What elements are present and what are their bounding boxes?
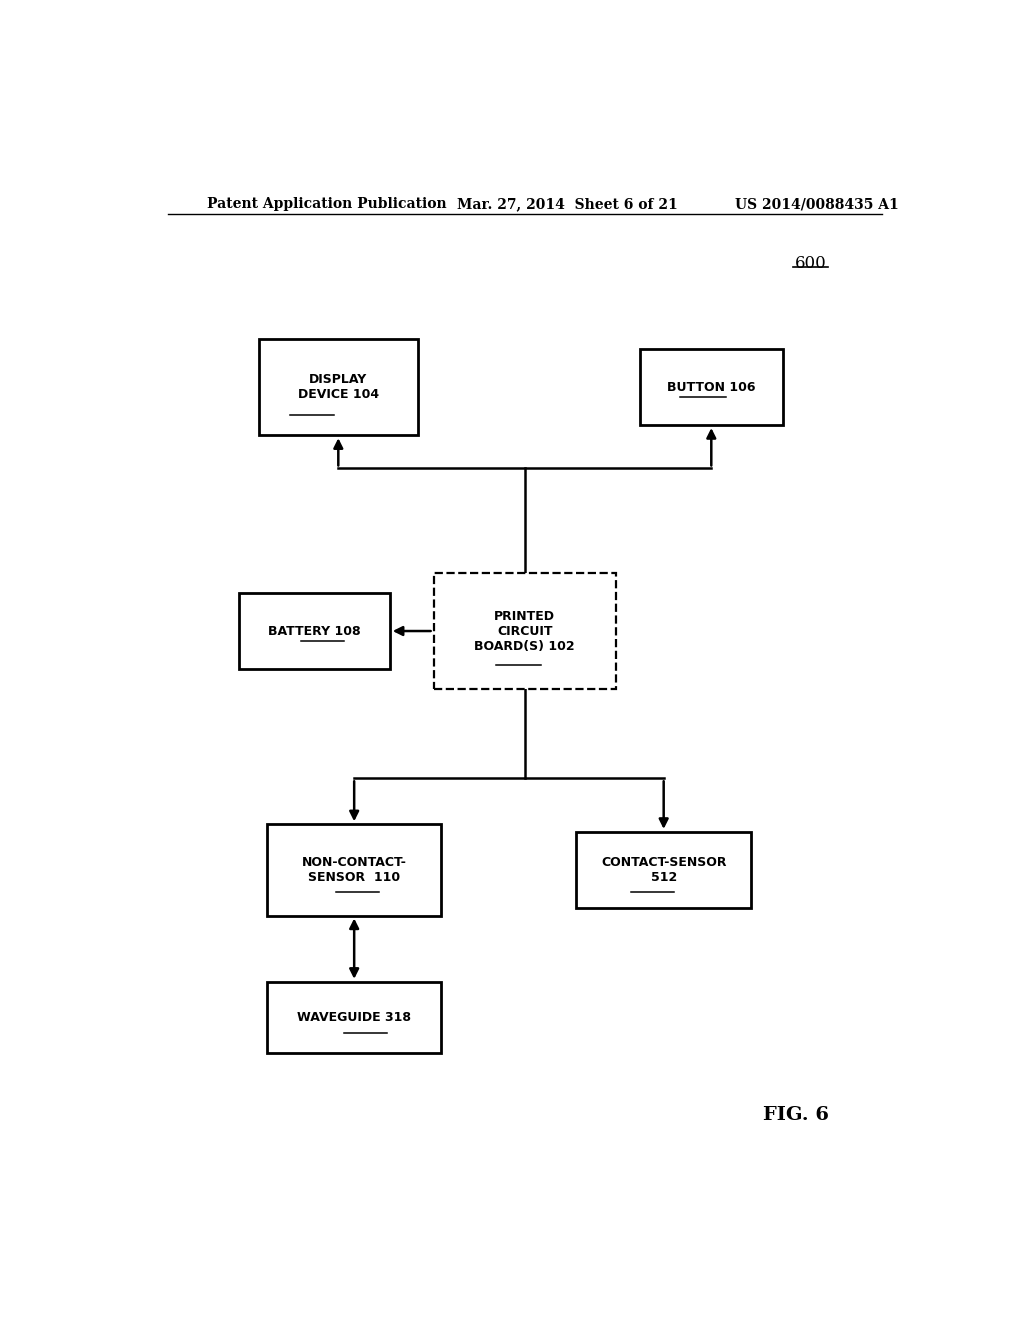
Text: 600: 600 [795, 255, 826, 272]
Text: WAVEGUIDE 318: WAVEGUIDE 318 [297, 1011, 412, 1024]
Text: Mar. 27, 2014  Sheet 6 of 21: Mar. 27, 2014 Sheet 6 of 21 [458, 197, 678, 211]
Text: CONTACT-SENSOR
512: CONTACT-SENSOR 512 [601, 855, 726, 884]
Text: FIG. 6: FIG. 6 [763, 1106, 828, 1123]
FancyBboxPatch shape [267, 824, 441, 916]
FancyBboxPatch shape [577, 832, 751, 908]
Text: PRINTED
CIRCUIT
BOARD(S) 102: PRINTED CIRCUIT BOARD(S) 102 [474, 610, 575, 652]
Text: Patent Application Publication: Patent Application Publication [207, 197, 447, 211]
FancyBboxPatch shape [267, 982, 441, 1053]
FancyBboxPatch shape [433, 573, 616, 689]
Text: US 2014/0088435 A1: US 2014/0088435 A1 [735, 197, 899, 211]
Text: BUTTON 106: BUTTON 106 [667, 380, 756, 393]
Text: DISPLAY
DEVICE 104: DISPLAY DEVICE 104 [298, 374, 379, 401]
FancyBboxPatch shape [239, 593, 390, 669]
Text: NON-CONTACT-
SENSOR  110: NON-CONTACT- SENSOR 110 [302, 855, 407, 884]
Text: BATTERY 108: BATTERY 108 [268, 624, 360, 638]
FancyBboxPatch shape [640, 348, 782, 425]
FancyBboxPatch shape [259, 339, 418, 436]
